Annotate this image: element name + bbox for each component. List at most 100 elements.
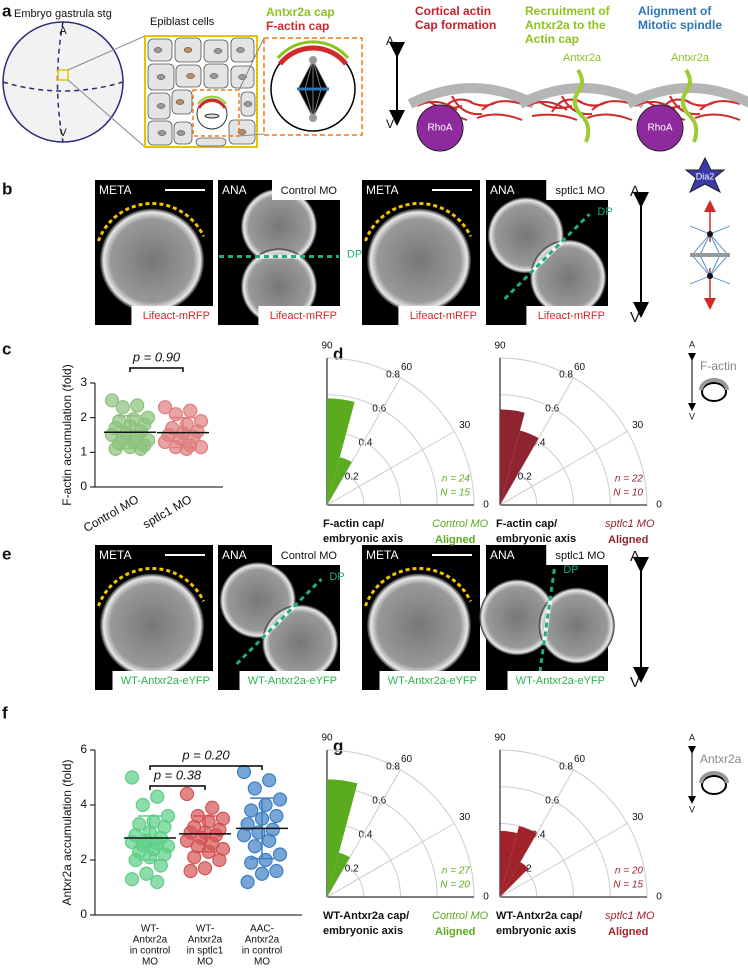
stage-label: META	[99, 548, 131, 562]
marker-label: WT-Antxr2a-eYFP	[516, 675, 605, 687]
marker-label: Lifeact-mRFP	[410, 310, 477, 322]
actin-filaments	[526, 95, 633, 121]
cell	[100, 208, 204, 313]
label-bg	[112, 671, 213, 690]
condition-label: sptlc1 MO	[555, 550, 605, 562]
y-tick-label: 3	[80, 375, 87, 389]
lobe	[538, 587, 615, 664]
x-tick-label: in control	[242, 946, 283, 957]
data-point	[244, 855, 259, 870]
x-tick-label: sptlc1 MO	[140, 492, 194, 531]
data-point	[258, 852, 273, 868]
theta-tick-label: 30	[632, 812, 644, 823]
wedge	[500, 861, 529, 897]
label-bg	[131, 306, 213, 325]
status-label: Aligned	[435, 534, 475, 546]
wedge	[327, 457, 352, 505]
cap-arc	[364, 202, 473, 242]
group: b A V META Lifeact-mRFP DP ANA Control MO Lifeac…	[2, 179, 649, 691]
data-point	[197, 861, 213, 876]
cell	[100, 573, 204, 678]
theta-tick-label: 30	[632, 420, 644, 431]
wedge	[500, 826, 537, 897]
data-point	[193, 440, 209, 455]
r-tick-label: 0.4	[532, 437, 546, 448]
axis-label: embryonic axis	[323, 925, 403, 937]
label-bg	[546, 180, 608, 200]
stage-label: META	[99, 183, 131, 197]
panel-label: f	[2, 703, 8, 722]
stage-label: META	[366, 183, 398, 197]
nucleus	[237, 129, 247, 135]
label-bg	[272, 180, 340, 200]
axis-label: embryonic axis	[323, 533, 403, 545]
rhoa	[416, 104, 464, 152]
cell	[367, 573, 471, 678]
panel-label: a	[2, 1, 12, 20]
data-point	[240, 874, 255, 890]
marker-label: WT-Antxr2a-eYFP	[388, 675, 477, 687]
antxr2a-label: Antxr2a	[671, 52, 710, 64]
stage-label: META	[366, 548, 398, 562]
data-point	[247, 781, 262, 796]
theta-tick-label: 0	[656, 500, 662, 511]
label-bg	[258, 306, 340, 325]
spoke	[326, 377, 401, 506]
theta-tick-label: 90	[321, 341, 333, 352]
condition-label: Control MO	[281, 185, 338, 197]
theta-tick-label: 60	[574, 754, 586, 765]
data-point	[247, 839, 262, 854]
nucleus	[209, 73, 219, 79]
shape-path	[2, 81, 124, 92]
data-point	[269, 863, 284, 879]
ring	[499, 394, 611, 506]
stage-label: ANA	[222, 183, 247, 197]
step-title: Recruitment of	[525, 4, 611, 18]
inset-a: A	[689, 339, 695, 349]
panel-label: g	[333, 736, 343, 755]
N-label: N = 15	[440, 488, 470, 499]
theta-tick-label: 0	[656, 892, 662, 903]
ring	[499, 749, 648, 898]
arrow-v: V	[630, 674, 640, 691]
ring	[326, 394, 438, 506]
status-label: Aligned	[435, 926, 475, 938]
condition-label: Control MO	[432, 910, 489, 922]
condition-label: Control MO	[432, 518, 489, 530]
n-label: n = 27	[442, 866, 471, 877]
data-point	[115, 400, 130, 415]
pole	[707, 273, 713, 279]
dp-label: DP	[597, 206, 612, 218]
nucleus	[156, 103, 166, 109]
wedge	[500, 409, 525, 505]
inset-ring	[701, 382, 727, 402]
axis-label: embryonic axis	[496, 533, 576, 545]
lobe	[262, 604, 339, 681]
lobe	[241, 188, 317, 265]
inset-ring	[701, 775, 727, 795]
axis-label: F-actin cap/	[496, 518, 557, 530]
shape-circle	[2, 21, 124, 143]
axis-a: A	[59, 25, 67, 37]
significance-bracket	[149, 765, 263, 770]
nucleus	[157, 130, 167, 136]
shape-circle	[309, 56, 317, 64]
condition-label: sptlc1 MO	[555, 185, 605, 197]
data-point	[258, 797, 273, 813]
label-bg	[379, 671, 480, 690]
wedge	[327, 779, 358, 897]
antxr2a	[572, 68, 591, 143]
significance-bracket	[129, 367, 184, 372]
theta-tick-label: 60	[574, 362, 586, 373]
significance-bracket	[149, 785, 206, 790]
cap-arc	[97, 567, 206, 607]
data-point	[183, 403, 198, 418]
y-tick-label: 0	[80, 907, 87, 921]
condition-label: sptlc1 MO	[605, 518, 655, 530]
rhoa-label: RhoA	[427, 123, 452, 134]
data-point	[212, 852, 227, 868]
y-axis-label: F-actin accumulation (fold)	[60, 364, 74, 505]
epiblast-label: Epiblast cells	[150, 16, 215, 28]
x-tick-label: in sptlc1	[187, 946, 224, 957]
panel-label: d	[333, 344, 343, 363]
